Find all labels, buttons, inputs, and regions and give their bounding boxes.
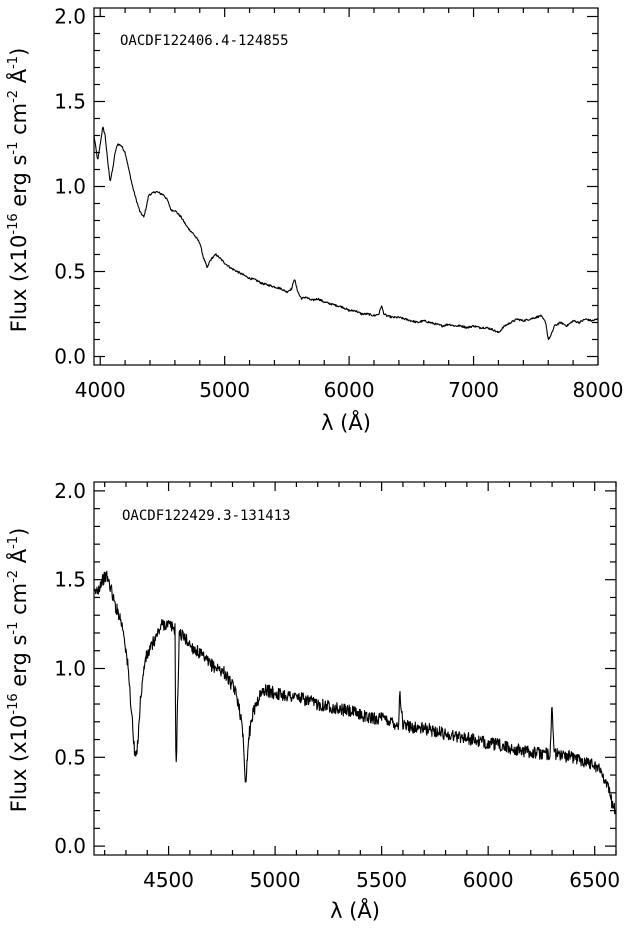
x-tick-label: 6000: [463, 868, 514, 892]
y-axis-title-top: Flux (x10-16 erg s-1 cm-2 Å-1): [5, 48, 31, 333]
x-tick-label: 4000: [75, 378, 126, 402]
spectrum-line-top: [93, 126, 599, 341]
y-tick-label: 1.0: [54, 657, 86, 681]
x-ticks-top: 4000 5000 6000 7000 8000: [75, 8, 624, 402]
plot-frame-top: [93, 7, 599, 366]
y-tick-label: 0.5: [54, 745, 86, 769]
y-ticks-top: 0.0 0.5 1.0 1.5 2.0: [54, 5, 598, 369]
y-tick-label: 0.5: [54, 260, 86, 284]
spectrum-panel-bottom: 4500 5000 5500 6000 6500 0.0 0.5 1.0 1.5 2.0 OAC…: [5, 479, 620, 923]
y-tick-label: 1.5: [54, 90, 86, 114]
spectrum-panel-top: 4000 5000 6000 7000 8000 0.0 0.5 1.0 1.5 2.0 OAC…: [5, 5, 623, 436]
x-ticks-bottom: 4500 5000 5500 6000 6500: [104, 482, 620, 892]
x-tick-label: 5000: [250, 868, 301, 892]
y-tick-label: 1.0: [54, 175, 86, 199]
x-tick-label: 8000: [573, 378, 624, 402]
y-axis-title-bottom: Flux (x10-16 erg s-1 cm-2 Å-1): [5, 528, 31, 813]
y-tick-label: 1.5: [54, 568, 86, 592]
object-label-top: OACDF122406.4-124855: [120, 33, 289, 49]
spectrum-line-bottom: [93, 570, 617, 816]
x-axis-title-top: λ (Å): [321, 409, 371, 435]
y-tick-label: 0.0: [54, 834, 86, 858]
y-tick-label: 0.0: [54, 345, 86, 369]
x-tick-label: 7000: [448, 378, 499, 402]
x-tick-label: 6500: [569, 868, 620, 892]
x-tick-label: 5000: [199, 378, 250, 402]
object-label-bottom: OACDF122429.3-131413: [122, 508, 291, 524]
y-ticks-bottom: 0.0 0.5 1.0 1.5 2.0: [54, 479, 616, 858]
x-axis-title-bottom: λ (Å): [330, 897, 380, 923]
y-tick-label: 2.0: [54, 479, 86, 503]
plot-frame-bottom: [93, 481, 617, 856]
x-tick-label: 4500: [143, 868, 194, 892]
x-tick-label: 6000: [324, 378, 375, 402]
x-tick-label: 5500: [356, 868, 407, 892]
y-tick-label: 2.0: [54, 5, 86, 29]
